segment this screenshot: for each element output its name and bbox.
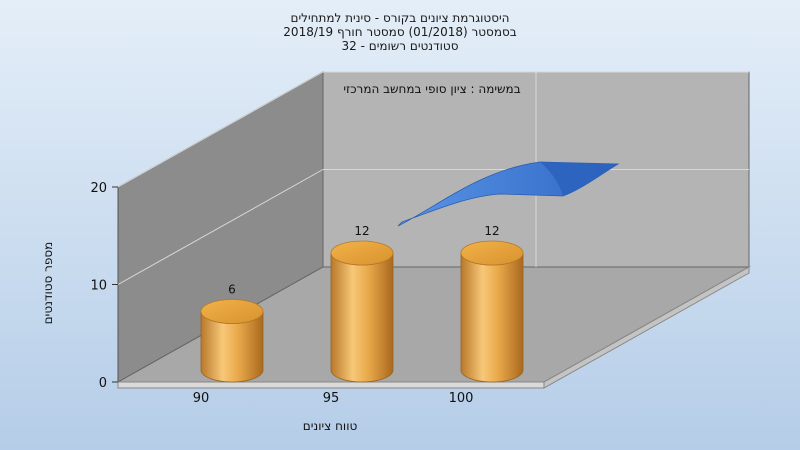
x-axis-label: טווח ציונים — [303, 419, 358, 433]
bar-0 — [200, 299, 264, 383]
x-tick-label-1: 95 — [323, 391, 340, 406]
y-axis-label: מספר סטודנטים — [41, 242, 55, 325]
chart-title: היסטוגרמת ציונים בקורס - סינית למתחילים … — [283, 11, 516, 53]
x-axis-ticks: 90 95 100 — [193, 391, 474, 406]
data-label-2: 12 — [484, 224, 499, 238]
bar-2 — [460, 240, 524, 383]
data-label-1: 12 — [354, 224, 369, 238]
data-labels: 6 12 12 — [228, 224, 499, 297]
distribution-curve — [397, 161, 620, 227]
floor-front-edge — [117, 381, 545, 389]
bar-cap-0 — [200, 299, 264, 324]
y-axis-ticks: 0 10 20 — [90, 181, 118, 391]
bar-cap-2 — [460, 240, 524, 266]
bar-body-1 — [330, 252, 394, 383]
y-tick-label-0: 0 — [99, 376, 107, 391]
bars — [200, 240, 524, 383]
y-tick-label-1: 10 — [90, 279, 107, 294]
bar-1 — [330, 240, 394, 383]
plot-annotation: במשימה : ציון סופי במחשב המרכזי — [343, 82, 520, 96]
curve-ribbon-side — [540, 162, 618, 196]
floor-side-edge — [543, 266, 750, 389]
y-tick-label-2: 20 — [90, 181, 107, 196]
x-tick-label-2: 100 — [449, 391, 474, 406]
gridline-left-2 — [117, 71, 324, 188]
x-tick-label-0: 90 — [193, 391, 210, 406]
bar-cap-1 — [330, 240, 394, 266]
bar-body-2 — [460, 252, 524, 383]
gridline-left-1 — [117, 169, 324, 285]
title-line-2: בסמסטר (01/2018) סמסטר חורף 2018/19 — [283, 25, 516, 39]
data-label-0: 6 — [228, 283, 236, 297]
title-line-3: סטודנטים רשומים - 32 — [341, 39, 458, 53]
title-line-1: היסטוגרמת ציונים בקורס - סינית למתחילים — [290, 11, 509, 25]
